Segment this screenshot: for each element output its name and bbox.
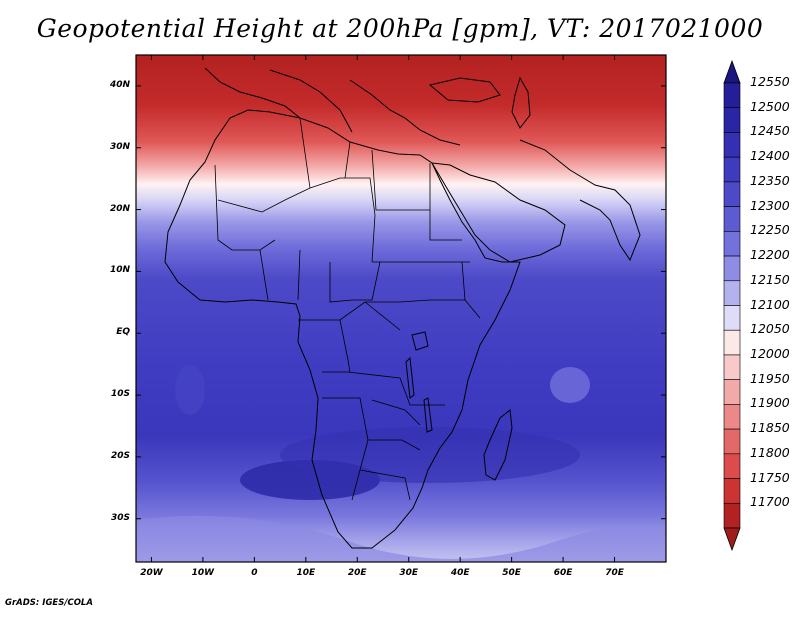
colorbar-segment — [723, 206, 741, 232]
colorbar-label: 11750 — [750, 469, 790, 485]
colorbar-segment — [723, 354, 741, 380]
colorbar-label: 12200 — [750, 247, 790, 263]
lon-tick-label: 50E — [502, 568, 521, 578]
colorbar-label: 12050 — [750, 321, 790, 337]
height-blob-east — [550, 367, 590, 403]
colorbar-label: 12400 — [750, 148, 790, 164]
colorbar-segment — [723, 379, 741, 405]
colorbar-label: 12000 — [750, 345, 790, 361]
colorbar-label: 12100 — [750, 296, 790, 312]
lon-tick-label: 40E — [450, 568, 470, 578]
colorbar-bottom-arrow — [723, 527, 741, 552]
lat-tick-label: 40N — [109, 79, 130, 90]
credit-text: GrADS: IGES/COLA — [5, 598, 93, 608]
lon-tick-label: 60E — [553, 568, 573, 578]
height-field-fill — [136, 55, 666, 562]
height-field — [136, 55, 666, 562]
colorbar-segment — [723, 305, 741, 331]
colorbar-label: 12150 — [750, 271, 790, 287]
lon-tick-label: 20E — [347, 568, 367, 578]
lat-tick-label: 20N — [109, 203, 130, 214]
colorbar-segment — [723, 280, 741, 306]
lon-tick-label: 30E — [399, 568, 419, 578]
colorbar-segment — [723, 82, 741, 109]
lon-tick-label: 10W — [191, 568, 215, 578]
colorbar-top-arrow — [723, 59, 741, 84]
colorbar-label: 11850 — [750, 420, 790, 436]
lon-tick-label: 20W — [140, 568, 163, 578]
colorbar-segment — [723, 132, 741, 158]
lon-tick-label: 0 — [251, 568, 258, 578]
height-band-south — [280, 427, 580, 483]
colorbar-segment — [723, 231, 741, 257]
colorbar-label: 12550 — [750, 74, 790, 89]
madagascar-coastline — [483, 409, 513, 481]
colorbar-label: 11700 — [750, 494, 790, 510]
asia-coastline — [519, 139, 641, 262]
coastlines — [164, 67, 641, 549]
colorbar — [723, 59, 741, 552]
country-borders — [214, 117, 481, 501]
lake-tanganyika — [405, 356, 415, 399]
colorbar-segment — [723, 478, 741, 504]
colorbar-label: 12500 — [750, 98, 790, 114]
colorbar-segment — [723, 428, 741, 455]
lon-tick-label: 70E — [605, 568, 624, 578]
lat-tick-label: 30S — [110, 512, 130, 523]
caspian-coastline — [511, 76, 531, 129]
lake-malawi — [423, 397, 433, 433]
colorbar-segment — [723, 329, 741, 356]
colorbar-segment — [723, 404, 741, 430]
height-blob-west — [175, 365, 205, 415]
colorbar-segment — [723, 453, 741, 479]
black-sea-coastline — [428, 77, 501, 103]
colorbar-label: 12300 — [750, 197, 790, 213]
colorbar-segment — [723, 255, 741, 282]
colorbar-segment — [723, 181, 741, 207]
colorbar-label: 11800 — [750, 444, 790, 460]
colorbar-label: 12450 — [750, 123, 790, 139]
arabia-coastline — [431, 162, 566, 263]
lat-tick-label: 10N — [109, 265, 130, 276]
map-title: Geopotential Height at 200hPa [gpm], VT:… — [36, 14, 764, 43]
europe-coastline — [204, 67, 461, 146]
colorbar-segment — [723, 107, 741, 133]
lat-tick-label: 30N — [109, 141, 130, 152]
colorbar-segment — [723, 502, 741, 529]
africa-coastline — [164, 109, 521, 549]
axis-ticks — [136, 55, 666, 562]
lon-tick-label: 10E — [296, 568, 316, 578]
colorbar-label: 11900 — [750, 395, 790, 411]
colorbar-label: 12250 — [750, 222, 790, 238]
lake-victoria — [411, 331, 429, 351]
lat-tick-label: 20S — [110, 450, 130, 461]
plot-frame — [135, 54, 667, 563]
colorbar-label: 11950 — [750, 370, 790, 386]
lat-tick-label: EQ — [116, 327, 130, 338]
colorbar-segment — [723, 156, 741, 183]
colorbar-label: 12350 — [750, 172, 790, 188]
lat-tick-label: 10S — [110, 389, 130, 400]
height-band-bottom — [136, 515, 666, 562]
